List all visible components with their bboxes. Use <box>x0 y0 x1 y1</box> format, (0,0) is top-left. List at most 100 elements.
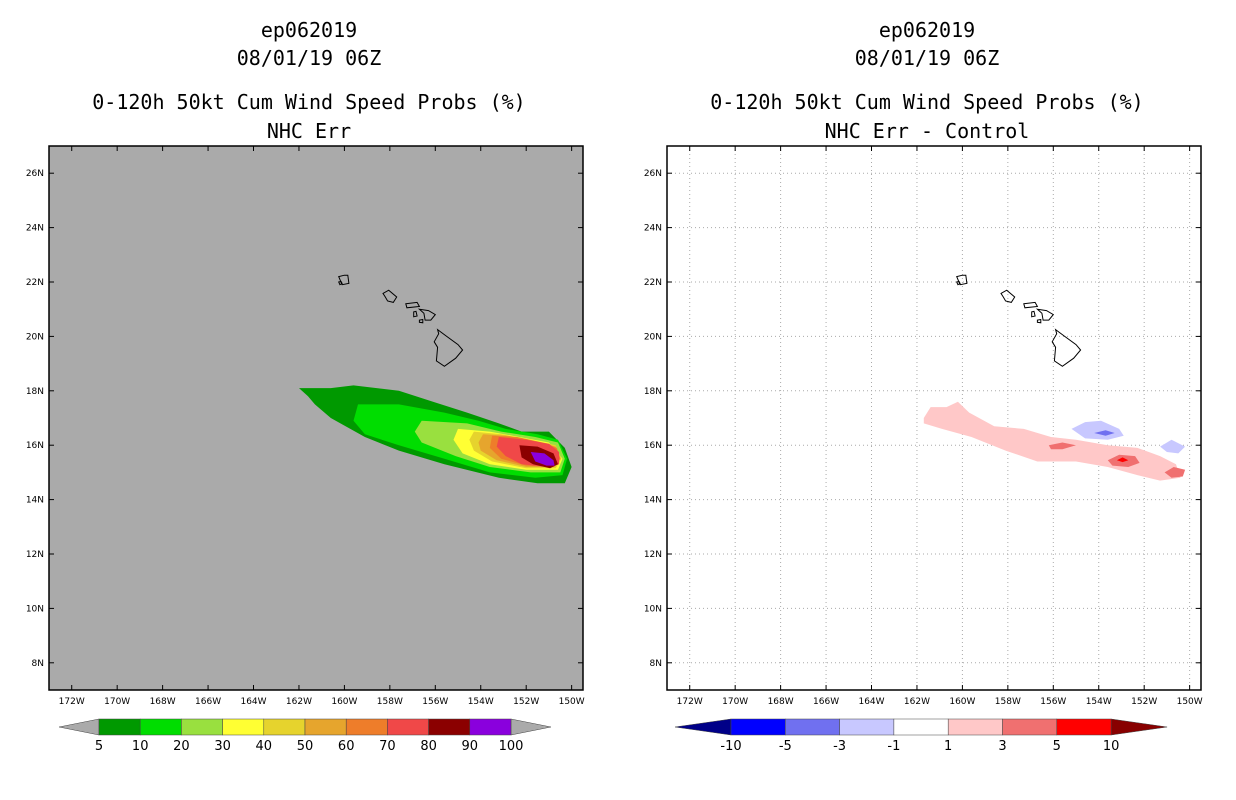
colorbar-label: 50 <box>297 739 314 754</box>
colorbar-swatch <box>98 718 141 736</box>
colorbar-label: 90 <box>462 739 479 754</box>
y-tick-label: 24N <box>26 224 44 234</box>
right-storm-id: ep062019 <box>878 18 976 42</box>
y-axis: 8N 10N 12N 14N 16N 18N 20N 22N 24N 26N <box>644 169 1201 669</box>
right-chart-subtitle: NHC Err - Control <box>824 119 1030 143</box>
y-tick-label: 20N <box>26 332 44 342</box>
y-tick-label: 16N <box>26 441 44 451</box>
contour-region <box>1071 420 1124 440</box>
colorbar-label: 1 <box>944 739 952 754</box>
colorbar-swatch <box>1056 718 1112 736</box>
left-chart-title: 0-120h 50kt Cum Wind Speed Probs (%) <box>92 90 526 114</box>
y-tick-label: 8N <box>32 659 44 669</box>
right-datetime: 08/01/19 06Z <box>854 46 1000 70</box>
y-tick-label: 14N <box>644 496 662 506</box>
left-storm-id: ep062019 <box>260 18 358 42</box>
colorbar-swatch <box>387 718 429 736</box>
colorbar-swatch <box>428 718 471 736</box>
colorbar-label: -5 <box>779 739 792 754</box>
colorbar-swatch <box>947 718 1003 736</box>
colorbar-label: 80 <box>420 739 437 754</box>
x-tick-label: 150W <box>1177 697 1203 707</box>
island-outline <box>1000 289 1016 303</box>
y-tick-label: 12N <box>644 550 662 560</box>
x-axis: 172W 170W 168W 166W 164W 162W 160W 158W 156W 154W… <box>677 146 1203 707</box>
colorbar-swatch <box>304 718 347 736</box>
island-outline <box>1031 310 1036 318</box>
colorbar-swatch <box>730 718 786 736</box>
island-outline <box>413 310 418 318</box>
left-datetime: 08/01/19 06Z <box>236 46 382 70</box>
x-tick-label: 158W <box>995 697 1021 707</box>
colorbar-label: -3 <box>833 739 846 754</box>
island-outline <box>1035 308 1055 321</box>
x-tick-label: 156W <box>1040 697 1066 707</box>
y-tick-label: 12N <box>26 550 44 560</box>
colorbar-label: -1 <box>887 739 900 754</box>
island-outline <box>1036 318 1042 324</box>
colorbar-label: 10 <box>1103 739 1120 754</box>
colorbar-label: 70 <box>379 739 396 754</box>
colorbar-label: 10 <box>132 739 149 754</box>
y-tick-label: 18N <box>26 387 44 397</box>
colorbar-label: 30 <box>214 739 231 754</box>
y-tick-label: 26N <box>26 169 44 179</box>
colorbar-under-arrow <box>58 718 100 736</box>
colorbar-swatch <box>222 718 265 736</box>
colorbar-label: 5 <box>1053 739 1061 754</box>
y-tick-label: 10N <box>26 604 44 614</box>
y-tick-label: 20N <box>644 332 662 342</box>
y-tick-label: 16N <box>644 441 662 451</box>
y-tick-label: 8N <box>650 659 662 669</box>
x-tick-label: 168W <box>150 697 176 707</box>
x-tick-label: 162W <box>286 697 312 707</box>
island-outline <box>337 280 343 286</box>
right-panel: ep062019 08/01/19 06Z 0-120h 50kt Cum Wi… <box>618 0 1236 800</box>
x-tick-label: 150W <box>559 697 585 707</box>
colorbar-over-arrow <box>1110 718 1168 736</box>
island-outline <box>1051 328 1082 367</box>
contour-region <box>1048 442 1076 450</box>
island-outline <box>417 308 437 321</box>
hawaii-coastline <box>337 274 464 367</box>
x-tick-label: 164W <box>858 697 884 707</box>
y-axis: 8N 10N 12N 14N 16N 18N 20N 22N 24N 26N <box>26 169 583 669</box>
colorbar-swatch <box>893 718 949 736</box>
contour-region <box>1164 467 1186 478</box>
y-tick-label: 22N <box>644 278 662 288</box>
x-tick-label: 172W <box>677 697 703 707</box>
x-tick-label: 160W <box>331 697 357 707</box>
x-tick-label: 164W <box>240 697 266 707</box>
island-outline <box>955 280 961 286</box>
colorbar-swatch <box>1002 718 1058 736</box>
x-tick-label: 166W <box>813 697 839 707</box>
x-tick-label: 158W <box>377 697 403 707</box>
left-chart-subtitle: NHC Err <box>266 119 352 143</box>
y-tick-label: 22N <box>26 278 44 288</box>
y-tick-label: 24N <box>644 224 662 234</box>
contour-fills <box>299 385 572 484</box>
island-outline <box>405 301 421 309</box>
x-tick-label: 152W <box>513 697 539 707</box>
x-tick-label: 152W <box>1131 697 1157 707</box>
right-map-chart: 172W 170W 168W 166W 164W 162W 160W 158W 156W 154W… <box>644 145 1203 754</box>
colorbar-label: 20 <box>173 739 190 754</box>
plot-frame <box>666 145 1202 691</box>
x-tick-label: 162W <box>904 697 930 707</box>
colorbar-swatch <box>181 718 223 736</box>
colorbar-label: 5 <box>95 739 103 754</box>
left-panel: ep062019 08/01/19 06Z 0-120h 50kt Cum Wi… <box>26 18 585 754</box>
contour-region <box>530 452 555 466</box>
x-tick-label: 156W <box>422 697 448 707</box>
contour-fills <box>923 401 1186 481</box>
left-map-chart: 172W 170W 168W 166W 164W 162W 160W 158W 156W 154W… <box>26 145 585 754</box>
hawaii-coastline <box>955 274 1082 367</box>
colorbar-swatch <box>263 718 306 736</box>
colorbar-swatch <box>345 718 388 736</box>
colorbar-swatch <box>839 718 895 736</box>
colorbar-under-arrow <box>674 718 732 736</box>
colorbar-swatch <box>139 718 182 736</box>
x-tick-label: 166W <box>195 697 221 707</box>
colorbar-label: 100 <box>499 739 524 754</box>
x-axis: 172W 170W 168W 166W 164W 162W 160W 158W 156W 154W… <box>59 146 585 707</box>
